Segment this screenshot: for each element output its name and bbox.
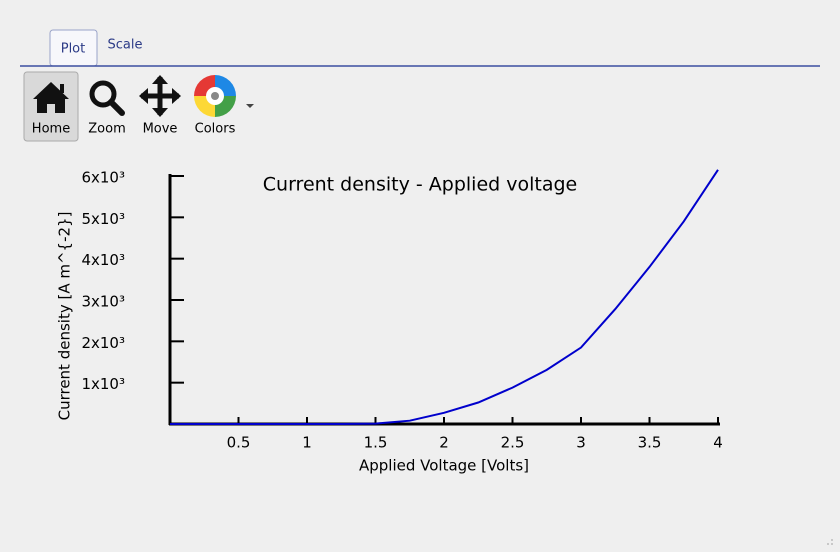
toolbar-button-active[interactable] — [23, 71, 79, 142]
x-tick-label: 4 — [713, 434, 723, 452]
tab-label[interactable]: Scale — [108, 38, 143, 53]
x-axis-label: Applied Voltage [Volts] — [359, 457, 529, 475]
chart-title: Current density - Applied voltage — [263, 174, 577, 196]
x-tick-label: 3.5 — [638, 434, 662, 452]
toolbar-label[interactable]: Home — [32, 122, 70, 137]
plot: 0.5 1 1.5 2 2.5 3 3.5 4 1x10³ 2x10³ 3x10³ 4x10³ 5x10… — [81, 169, 722, 452]
colors-icon — [194, 75, 254, 117]
x-tick-label: 0.5 — [227, 434, 251, 452]
y-axis-label: Current density [A m^{-2}] — [56, 212, 74, 421]
x-tick-label: 1.5 — [364, 434, 388, 452]
zoom-icon — [89, 80, 125, 116]
y-tick-label: 3x10³ — [81, 293, 125, 311]
tab-label[interactable]: Plot — [61, 42, 86, 57]
x-tick-label: 2.5 — [501, 434, 525, 452]
move-icon — [139, 75, 181, 117]
x-tick-label: 1 — [302, 434, 312, 452]
data-line — [170, 169, 719, 425]
y-tick-label: 6x10³ — [81, 169, 125, 187]
y-tick-label: 2x10³ — [81, 334, 125, 352]
x-tick-label: 3 — [576, 434, 586, 452]
y-tick-label: 1x10³ — [81, 375, 125, 393]
home-icon — [33, 82, 69, 113]
x-tick-label: 2 — [439, 434, 449, 452]
y-tick-label: 5x10³ — [81, 210, 125, 228]
toolbar-label[interactable]: Colors — [195, 122, 236, 137]
resize-grip — [827, 539, 833, 545]
toolbar-label[interactable]: Zoom — [88, 122, 125, 137]
toolbar-label[interactable]: Move — [143, 122, 178, 137]
y-tick-label: 4x10³ — [81, 251, 125, 269]
